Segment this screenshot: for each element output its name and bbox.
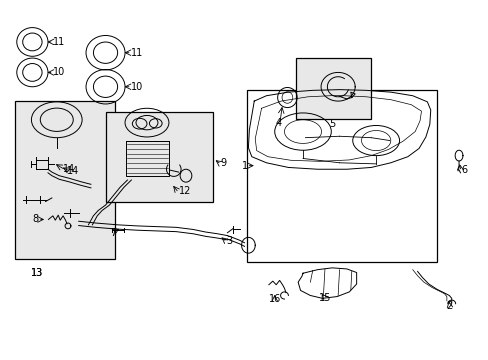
Text: 16: 16 — [268, 294, 280, 304]
Text: 8: 8 — [33, 215, 39, 224]
Text: 11: 11 — [53, 37, 65, 47]
Text: 2: 2 — [445, 301, 451, 311]
Text: 1: 1 — [241, 161, 247, 171]
Bar — [246, 90, 436, 262]
Text: 10: 10 — [131, 82, 143, 92]
Bar — [105, 112, 212, 202]
Bar — [15, 101, 115, 259]
Text: 11: 11 — [131, 48, 143, 58]
Text: 10: 10 — [53, 67, 65, 77]
Text: 6: 6 — [461, 165, 467, 175]
Text: 12: 12 — [178, 186, 191, 197]
Text: 15: 15 — [318, 293, 330, 303]
Text: 14: 14 — [66, 166, 79, 176]
Text: 14: 14 — [62, 164, 75, 174]
Text: 9: 9 — [220, 158, 226, 168]
Text: 13: 13 — [31, 268, 43, 278]
Text: 3: 3 — [225, 236, 232, 246]
Bar — [126, 140, 169, 176]
Text: 13: 13 — [31, 268, 43, 278]
Text: 5: 5 — [328, 120, 335, 129]
Text: 4: 4 — [275, 118, 281, 128]
Bar — [295, 58, 370, 119]
Text: 7: 7 — [109, 228, 116, 238]
